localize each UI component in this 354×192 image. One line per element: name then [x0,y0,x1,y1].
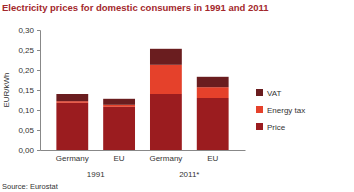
y-tick-label: 0,05 [18,126,34,135]
title: Electricity prices for domestic consumer… [2,2,269,13]
x-tick-label: EU [114,154,125,163]
y-tick-label: 0,10 [18,106,34,115]
legend-label: VAT [267,89,281,98]
x-axis: Germany EU Germany EU [41,150,246,163]
x-axis-line [41,150,246,151]
y-tick-mark [37,110,40,111]
y-tick: 0,00 [18,146,40,155]
y-tick-label: 0,30 [18,26,34,35]
bar-segment [150,49,182,65]
y-tick-mark [37,30,40,31]
bar-segment [150,94,182,150]
y-tick-mark [37,90,40,91]
y-axis-line [37,31,41,151]
y-tick-label: 0,00 [18,146,34,155]
series-2 [56,49,228,105]
series-1 [56,65,228,107]
bar-segment [103,107,135,150]
x-tick: EU [114,150,125,163]
bars [56,49,228,150]
bar-segment [197,98,229,150]
series-0 [56,94,228,150]
y-tick-label: 0,15 [18,86,34,95]
x-tick: Germany [149,150,182,163]
chart: Electricity prices for domestic consumer… [0,0,354,192]
x-tick-label: Germany [149,154,182,163]
bar-segment [150,65,182,94]
x-tick: Germany [56,150,89,163]
bar-segment [56,94,88,101]
group-label: 2011* [179,170,199,179]
legend-label: Energy tax [267,106,305,115]
legend-swatch [256,89,263,96]
legend-item: Energy tax [256,106,305,115]
legend-item: Price [256,123,286,132]
legend-item: VAT [256,89,281,98]
bar-segment [103,99,135,105]
y-tick: 0,25 [18,46,40,55]
bar-segment [103,105,135,107]
y-tick-label: 0,25 [18,46,34,55]
source: Source: Eurostat [2,182,59,191]
bar-segment [197,77,229,87]
y-tick-label: 0,20 [18,66,34,75]
y-tick: 0,15 [18,86,40,95]
legend: VAT Energy tax Price [256,89,305,132]
y-tick: 0,20 [18,66,40,75]
y-tick-mark [37,70,40,71]
y-tick-mark [37,130,40,131]
x-tick-label: Germany [56,154,89,163]
group-label: 1991 [87,170,105,179]
bar-segment [56,103,88,150]
y-tick-mark [37,50,40,51]
y-tick: 0,10 [18,106,40,115]
y-tick-mark [37,150,40,151]
y-axis-label: EUR/kWh [2,72,11,107]
legend-label: Price [267,123,286,132]
legend-swatch [256,106,263,113]
x-tick: EU [207,150,218,163]
y-tick: 0,30 [18,26,40,35]
y-tick: 0,05 [18,126,40,135]
legend-swatch [256,123,263,130]
bar-segment [197,87,229,98]
y-axis: 0,00 0,05 0,10 0,15 0,20 0,25 0,30 [18,26,40,155]
bar-segment [56,101,88,103]
x-tick-label: EU [207,154,218,163]
